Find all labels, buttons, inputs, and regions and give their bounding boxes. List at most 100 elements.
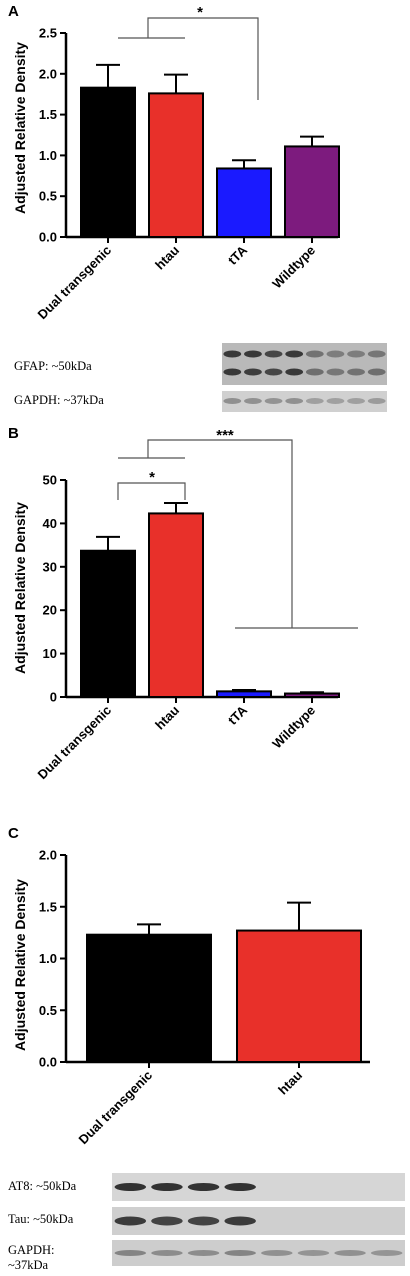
significance-b-star: * xyxy=(149,469,155,486)
blot-band xyxy=(224,1216,256,1226)
blot-band xyxy=(187,1250,220,1256)
x-category-label: Dual transgenic xyxy=(35,703,115,783)
panel-a-plot: 0.0 0.5 1.0 1.5 2.0 2.5 Dual transgenic htau tTA… xyxy=(35,26,340,323)
blot-c-label-gapdh-1: GAPDH: xyxy=(8,1243,55,1257)
blot-band xyxy=(151,1183,183,1191)
y-tick-label: 2.5 xyxy=(39,26,57,41)
blot-c-label-at8: AT8: ~50kDa xyxy=(8,1179,77,1193)
panel-b-significance xyxy=(117,439,358,629)
panel-c: C Adjusted Relative Density 0.0 0.5 1.0 1.5… xyxy=(8,825,405,1272)
panel-c-label: C xyxy=(8,825,19,842)
blot-band xyxy=(326,368,345,376)
blot-band xyxy=(297,1250,330,1256)
blot-c-label-gapdh-2: ~37kDa xyxy=(8,1258,49,1272)
bar xyxy=(216,167,272,238)
bracket-b-link xyxy=(147,439,293,628)
y-tick-label: 10 xyxy=(43,646,57,661)
y-tick-label: 0.0 xyxy=(39,230,57,245)
y-tick-label: 40 xyxy=(43,516,57,531)
panel-b-ylabel: Adjusted Relative Density xyxy=(12,502,28,674)
blot-band xyxy=(187,1183,220,1191)
blot-band xyxy=(244,398,262,404)
blot-band xyxy=(244,368,262,376)
blot-band xyxy=(223,398,242,404)
bar xyxy=(80,86,136,238)
blot-c-tau-bands xyxy=(114,1216,256,1226)
blot-band xyxy=(223,368,242,376)
panel-c-ylabel: Adjusted Relative Density xyxy=(12,879,28,1051)
bar xyxy=(148,92,204,238)
x-category-label: tTA xyxy=(225,242,251,268)
blot-band xyxy=(187,1216,220,1226)
bar xyxy=(80,549,136,698)
y-tick-label: 2.0 xyxy=(39,848,57,863)
y-tick-label: 30 xyxy=(43,559,57,574)
y-tick-label: 0.5 xyxy=(39,189,57,204)
panel-c-plot: 0.0 0.5 1.0 1.5 2.0 Dual transgenic htau xyxy=(39,848,370,1148)
blot-band xyxy=(367,398,386,404)
blot-band xyxy=(224,1250,256,1256)
blot-band xyxy=(114,1216,147,1226)
bar xyxy=(148,512,204,699)
blot-band xyxy=(326,350,345,358)
significance-b-triple-star: *** xyxy=(216,427,234,444)
blot-band xyxy=(224,1183,256,1191)
significance-a-star: * xyxy=(197,4,203,21)
x-category-label: htau xyxy=(275,1067,305,1097)
bar xyxy=(216,690,272,698)
blot-band xyxy=(285,368,304,376)
blot-band xyxy=(347,398,365,404)
y-tick-label: 0.5 xyxy=(39,1003,57,1018)
y-tick-label: 20 xyxy=(43,603,57,618)
blot-band xyxy=(367,368,386,376)
blot-a-gfap-bands xyxy=(223,350,386,376)
x-category-label: Dual transgenic xyxy=(35,243,115,323)
x-category-label: Wildtype xyxy=(269,243,318,292)
blot-band xyxy=(285,398,304,404)
blot-band xyxy=(326,398,345,404)
blot-band xyxy=(334,1250,366,1256)
blot-band xyxy=(114,1183,147,1191)
x-category-label: htau xyxy=(152,702,182,732)
y-tick-label: 1.0 xyxy=(39,951,57,966)
blot-band xyxy=(285,350,304,358)
blot-band xyxy=(305,368,324,376)
bar xyxy=(86,933,212,1064)
blot-band xyxy=(151,1216,183,1226)
panel-b-label: B xyxy=(8,425,19,442)
blot-band xyxy=(347,350,365,358)
blot-band xyxy=(305,350,324,358)
panel-a-label: A xyxy=(8,3,19,20)
panel-a-blot: GFAP: ~50kDa GAPDH: ~37kDa xyxy=(14,343,387,412)
blot-band xyxy=(223,350,242,358)
blot-band xyxy=(114,1250,147,1256)
bar xyxy=(284,692,340,699)
y-tick-label: 0 xyxy=(50,690,57,705)
panel-a-ylabel: Adjusted Relative Density xyxy=(12,42,28,214)
blot-a-gapdh-bands xyxy=(223,398,386,404)
panel-c-blot: AT8: ~50kDa Tau: ~50kDa GAPDH: ~37kDa xyxy=(8,1173,405,1272)
y-tick-label: 50 xyxy=(43,473,57,488)
blot-band xyxy=(261,1250,293,1256)
blot-band xyxy=(264,398,283,404)
blot-band xyxy=(370,1250,403,1256)
blot-a-gfap-strip xyxy=(222,343,387,385)
blot-band xyxy=(347,368,365,376)
bar xyxy=(284,145,340,238)
blot-a-gapdh-strip xyxy=(222,391,387,412)
panel-a: A Adjusted Relative Density 0.0 0.5 1.0 1.5… xyxy=(8,3,387,412)
blot-band xyxy=(244,350,262,358)
blot-c-at8-bands xyxy=(114,1183,256,1191)
x-category-label: Dual transgenic xyxy=(76,1068,156,1148)
blot-band xyxy=(305,398,324,404)
blot-c-label-tau: Tau: ~50kDa xyxy=(8,1212,74,1226)
panel-a-significance xyxy=(118,17,259,100)
blot-band xyxy=(264,368,283,376)
blot-band xyxy=(264,350,283,358)
blot-band xyxy=(367,350,386,358)
blot-a-label-gapdh: GAPDH: ~37kDa xyxy=(14,393,104,407)
blot-c-gapdh-bands xyxy=(114,1250,403,1256)
y-tick-label: 1.5 xyxy=(39,899,57,914)
y-tick-label: 1.5 xyxy=(39,107,57,122)
y-tick-label: 2.0 xyxy=(39,66,57,81)
